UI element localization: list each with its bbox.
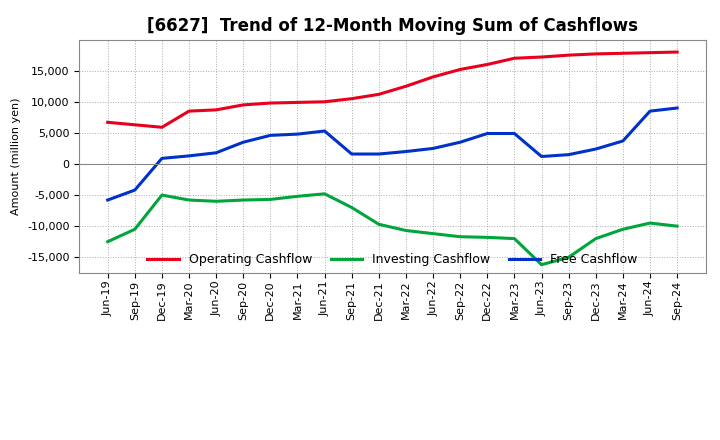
Free Cashflow	[293, 132, 302, 137]
Free Cashflow	[537, 154, 546, 159]
Free Cashflow	[266, 133, 275, 138]
Investing Cashflow	[591, 236, 600, 241]
Free Cashflow	[212, 150, 220, 155]
Investing Cashflow	[646, 220, 654, 226]
Free Cashflow	[564, 152, 573, 157]
Operating Cashflow	[510, 55, 518, 61]
Free Cashflow	[428, 146, 437, 151]
Investing Cashflow	[212, 198, 220, 204]
Free Cashflow	[239, 139, 248, 145]
Operating Cashflow	[104, 120, 112, 125]
Legend: Operating Cashflow, Investing Cashflow, Free Cashflow: Operating Cashflow, Investing Cashflow, …	[143, 248, 642, 271]
Free Cashflow	[646, 109, 654, 114]
Line: Free Cashflow: Free Cashflow	[108, 108, 677, 200]
Operating Cashflow	[428, 74, 437, 80]
Operating Cashflow	[266, 100, 275, 106]
Free Cashflow	[374, 151, 383, 157]
Line: Operating Cashflow: Operating Cashflow	[108, 52, 677, 127]
Operating Cashflow	[456, 67, 464, 72]
Free Cashflow	[618, 138, 627, 143]
Operating Cashflow	[672, 49, 681, 55]
Investing Cashflow	[293, 194, 302, 199]
Investing Cashflow	[510, 236, 518, 241]
Investing Cashflow	[266, 197, 275, 202]
Y-axis label: Amount (million yen): Amount (million yen)	[12, 97, 22, 215]
Operating Cashflow	[564, 52, 573, 58]
Free Cashflow	[104, 198, 112, 203]
Free Cashflow	[158, 156, 166, 161]
Investing Cashflow	[158, 192, 166, 198]
Operating Cashflow	[483, 62, 492, 67]
Investing Cashflow	[374, 222, 383, 227]
Free Cashflow	[130, 187, 139, 193]
Operating Cashflow	[402, 84, 410, 89]
Operating Cashflow	[130, 122, 139, 128]
Investing Cashflow	[456, 234, 464, 239]
Title: [6627]  Trend of 12-Month Moving Sum of Cashflows: [6627] Trend of 12-Month Moving Sum of C…	[147, 17, 638, 35]
Investing Cashflow	[239, 198, 248, 203]
Operating Cashflow	[212, 107, 220, 113]
Operating Cashflow	[293, 100, 302, 105]
Investing Cashflow	[320, 191, 329, 197]
Free Cashflow	[510, 131, 518, 136]
Free Cashflow	[185, 153, 194, 158]
Investing Cashflow	[402, 228, 410, 233]
Free Cashflow	[320, 128, 329, 134]
Free Cashflow	[672, 105, 681, 110]
Operating Cashflow	[320, 99, 329, 104]
Free Cashflow	[402, 149, 410, 154]
Investing Cashflow	[672, 224, 681, 229]
Operating Cashflow	[591, 51, 600, 57]
Investing Cashflow	[483, 235, 492, 240]
Investing Cashflow	[428, 231, 437, 236]
Operating Cashflow	[646, 50, 654, 55]
Operating Cashflow	[239, 102, 248, 107]
Investing Cashflow	[348, 205, 356, 210]
Operating Cashflow	[185, 109, 194, 114]
Investing Cashflow	[564, 255, 573, 260]
Operating Cashflow	[348, 96, 356, 101]
Operating Cashflow	[618, 51, 627, 56]
Operating Cashflow	[158, 125, 166, 130]
Free Cashflow	[483, 131, 492, 136]
Investing Cashflow	[618, 227, 627, 232]
Free Cashflow	[348, 151, 356, 157]
Investing Cashflow	[104, 239, 112, 244]
Operating Cashflow	[537, 55, 546, 60]
Investing Cashflow	[130, 227, 139, 232]
Line: Investing Cashflow: Investing Cashflow	[108, 194, 677, 265]
Investing Cashflow	[537, 262, 546, 268]
Free Cashflow	[591, 147, 600, 152]
Operating Cashflow	[374, 92, 383, 97]
Free Cashflow	[456, 139, 464, 145]
Investing Cashflow	[185, 198, 194, 203]
